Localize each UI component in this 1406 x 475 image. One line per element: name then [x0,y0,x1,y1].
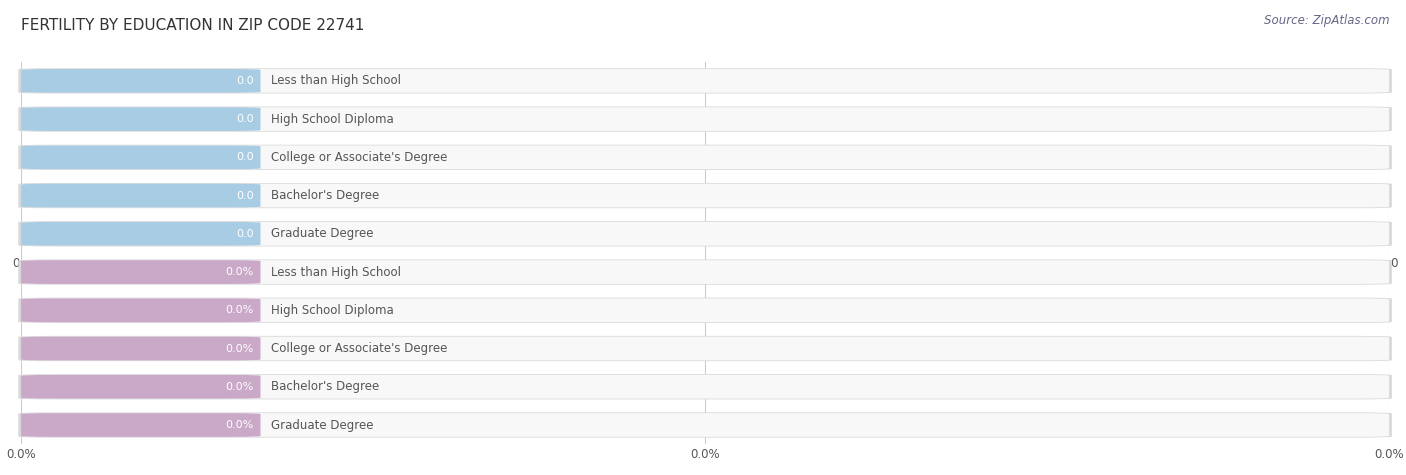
FancyBboxPatch shape [21,413,260,437]
Text: 0.0%: 0.0% [225,343,253,353]
Text: 0.0%: 0.0% [225,382,253,392]
Text: College or Associate's Degree: College or Associate's Degree [271,342,449,355]
FancyBboxPatch shape [18,68,1392,94]
FancyBboxPatch shape [21,69,260,93]
FancyBboxPatch shape [21,222,1389,246]
FancyBboxPatch shape [21,298,260,322]
Text: High School Diploma: High School Diploma [271,304,394,317]
Text: 0.0%: 0.0% [225,267,253,277]
FancyBboxPatch shape [18,374,1392,399]
Text: 0.0: 0.0 [236,114,253,124]
FancyBboxPatch shape [21,222,260,246]
Text: 0.0: 0.0 [236,229,253,239]
FancyBboxPatch shape [18,106,1392,132]
FancyBboxPatch shape [21,337,1389,361]
FancyBboxPatch shape [21,260,260,284]
FancyBboxPatch shape [21,184,260,208]
FancyBboxPatch shape [21,184,1389,208]
FancyBboxPatch shape [21,337,260,361]
FancyBboxPatch shape [21,107,1389,131]
FancyBboxPatch shape [21,375,1389,399]
FancyBboxPatch shape [21,260,1389,284]
FancyBboxPatch shape [21,107,260,131]
Text: Graduate Degree: Graduate Degree [271,418,374,431]
Text: 0.0: 0.0 [236,190,253,200]
FancyBboxPatch shape [18,183,1392,208]
Text: 0.0%: 0.0% [225,305,253,315]
Text: 0.0%: 0.0% [225,420,253,430]
Text: Bachelor's Degree: Bachelor's Degree [271,189,380,202]
FancyBboxPatch shape [18,336,1392,361]
Text: 0.0: 0.0 [236,76,253,86]
FancyBboxPatch shape [18,259,1392,285]
FancyBboxPatch shape [21,375,260,399]
Text: Source: ZipAtlas.com: Source: ZipAtlas.com [1264,14,1389,27]
FancyBboxPatch shape [18,412,1392,437]
FancyBboxPatch shape [21,145,1389,169]
FancyBboxPatch shape [18,298,1392,323]
Text: Bachelor's Degree: Bachelor's Degree [271,380,380,393]
FancyBboxPatch shape [21,69,1389,93]
Text: Graduate Degree: Graduate Degree [271,228,374,240]
FancyBboxPatch shape [21,145,260,169]
Text: Less than High School: Less than High School [271,75,402,87]
Text: Less than High School: Less than High School [271,266,402,278]
FancyBboxPatch shape [18,145,1392,170]
FancyBboxPatch shape [21,413,1389,437]
Text: College or Associate's Degree: College or Associate's Degree [271,151,449,164]
FancyBboxPatch shape [21,298,1389,322]
Text: High School Diploma: High School Diploma [271,113,394,125]
Text: FERTILITY BY EDUCATION IN ZIP CODE 22741: FERTILITY BY EDUCATION IN ZIP CODE 22741 [21,18,364,33]
Text: 0.0: 0.0 [236,152,253,162]
FancyBboxPatch shape [18,221,1392,247]
